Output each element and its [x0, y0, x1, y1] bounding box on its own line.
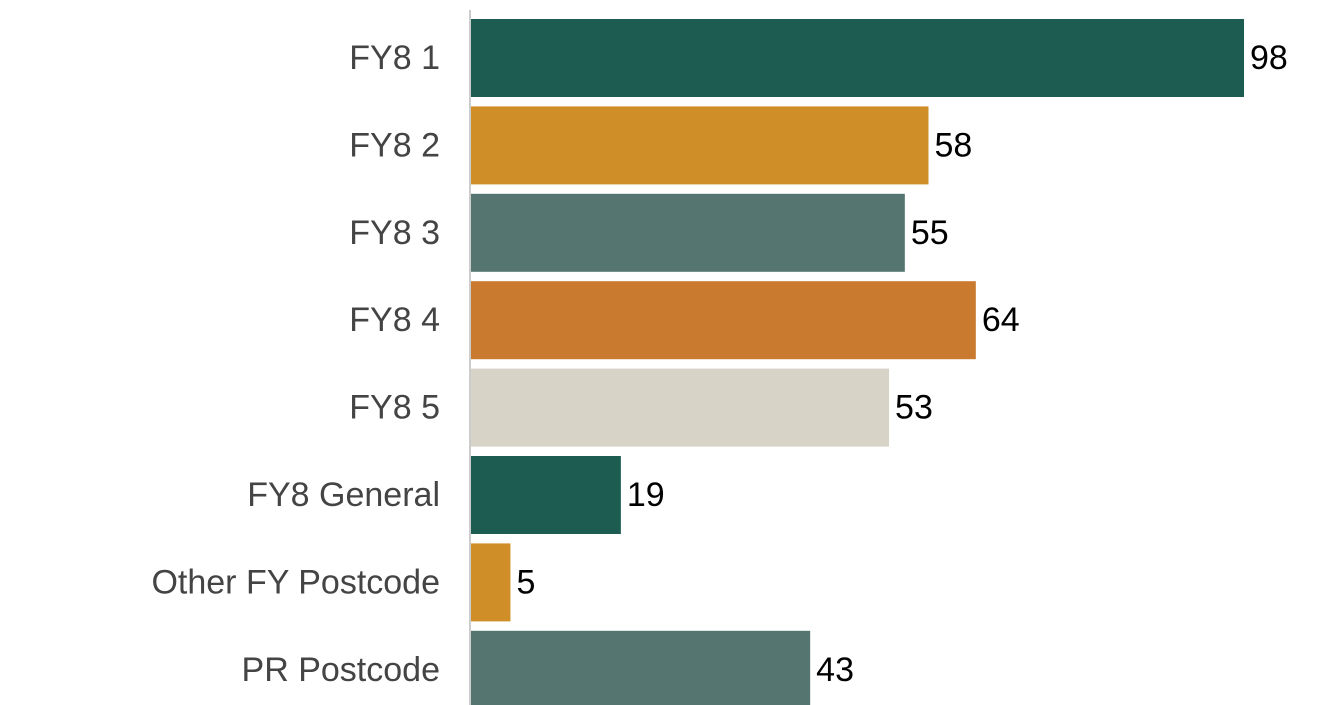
bar — [471, 106, 929, 185]
category-label: FY8 3 — [349, 214, 440, 252]
bar — [471, 543, 511, 622]
bar — [471, 193, 905, 272]
category-label: FY8 4 — [349, 301, 440, 339]
category-label: FY8 1 — [349, 39, 440, 77]
value-label: 64 — [982, 301, 1020, 339]
bar — [471, 281, 976, 360]
value-label: 55 — [911, 214, 949, 252]
category-label: Other FY Postcode — [151, 563, 440, 601]
bar — [471, 368, 890, 447]
bar — [471, 19, 1244, 97]
category-label: PR Postcode — [242, 651, 440, 689]
bar — [471, 456, 621, 534]
value-label: 43 — [816, 651, 854, 689]
category-label: FY8 General — [247, 476, 440, 514]
value-label: 19 — [627, 476, 665, 514]
value-label: 98 — [1250, 39, 1288, 77]
bar — [471, 630, 811, 705]
value-label: 58 — [934, 126, 972, 164]
value-label: 53 — [895, 389, 933, 427]
category-label: FY8 2 — [349, 126, 440, 164]
value-label: 5 — [516, 563, 535, 601]
category-label: FY8 5 — [349, 389, 440, 427]
